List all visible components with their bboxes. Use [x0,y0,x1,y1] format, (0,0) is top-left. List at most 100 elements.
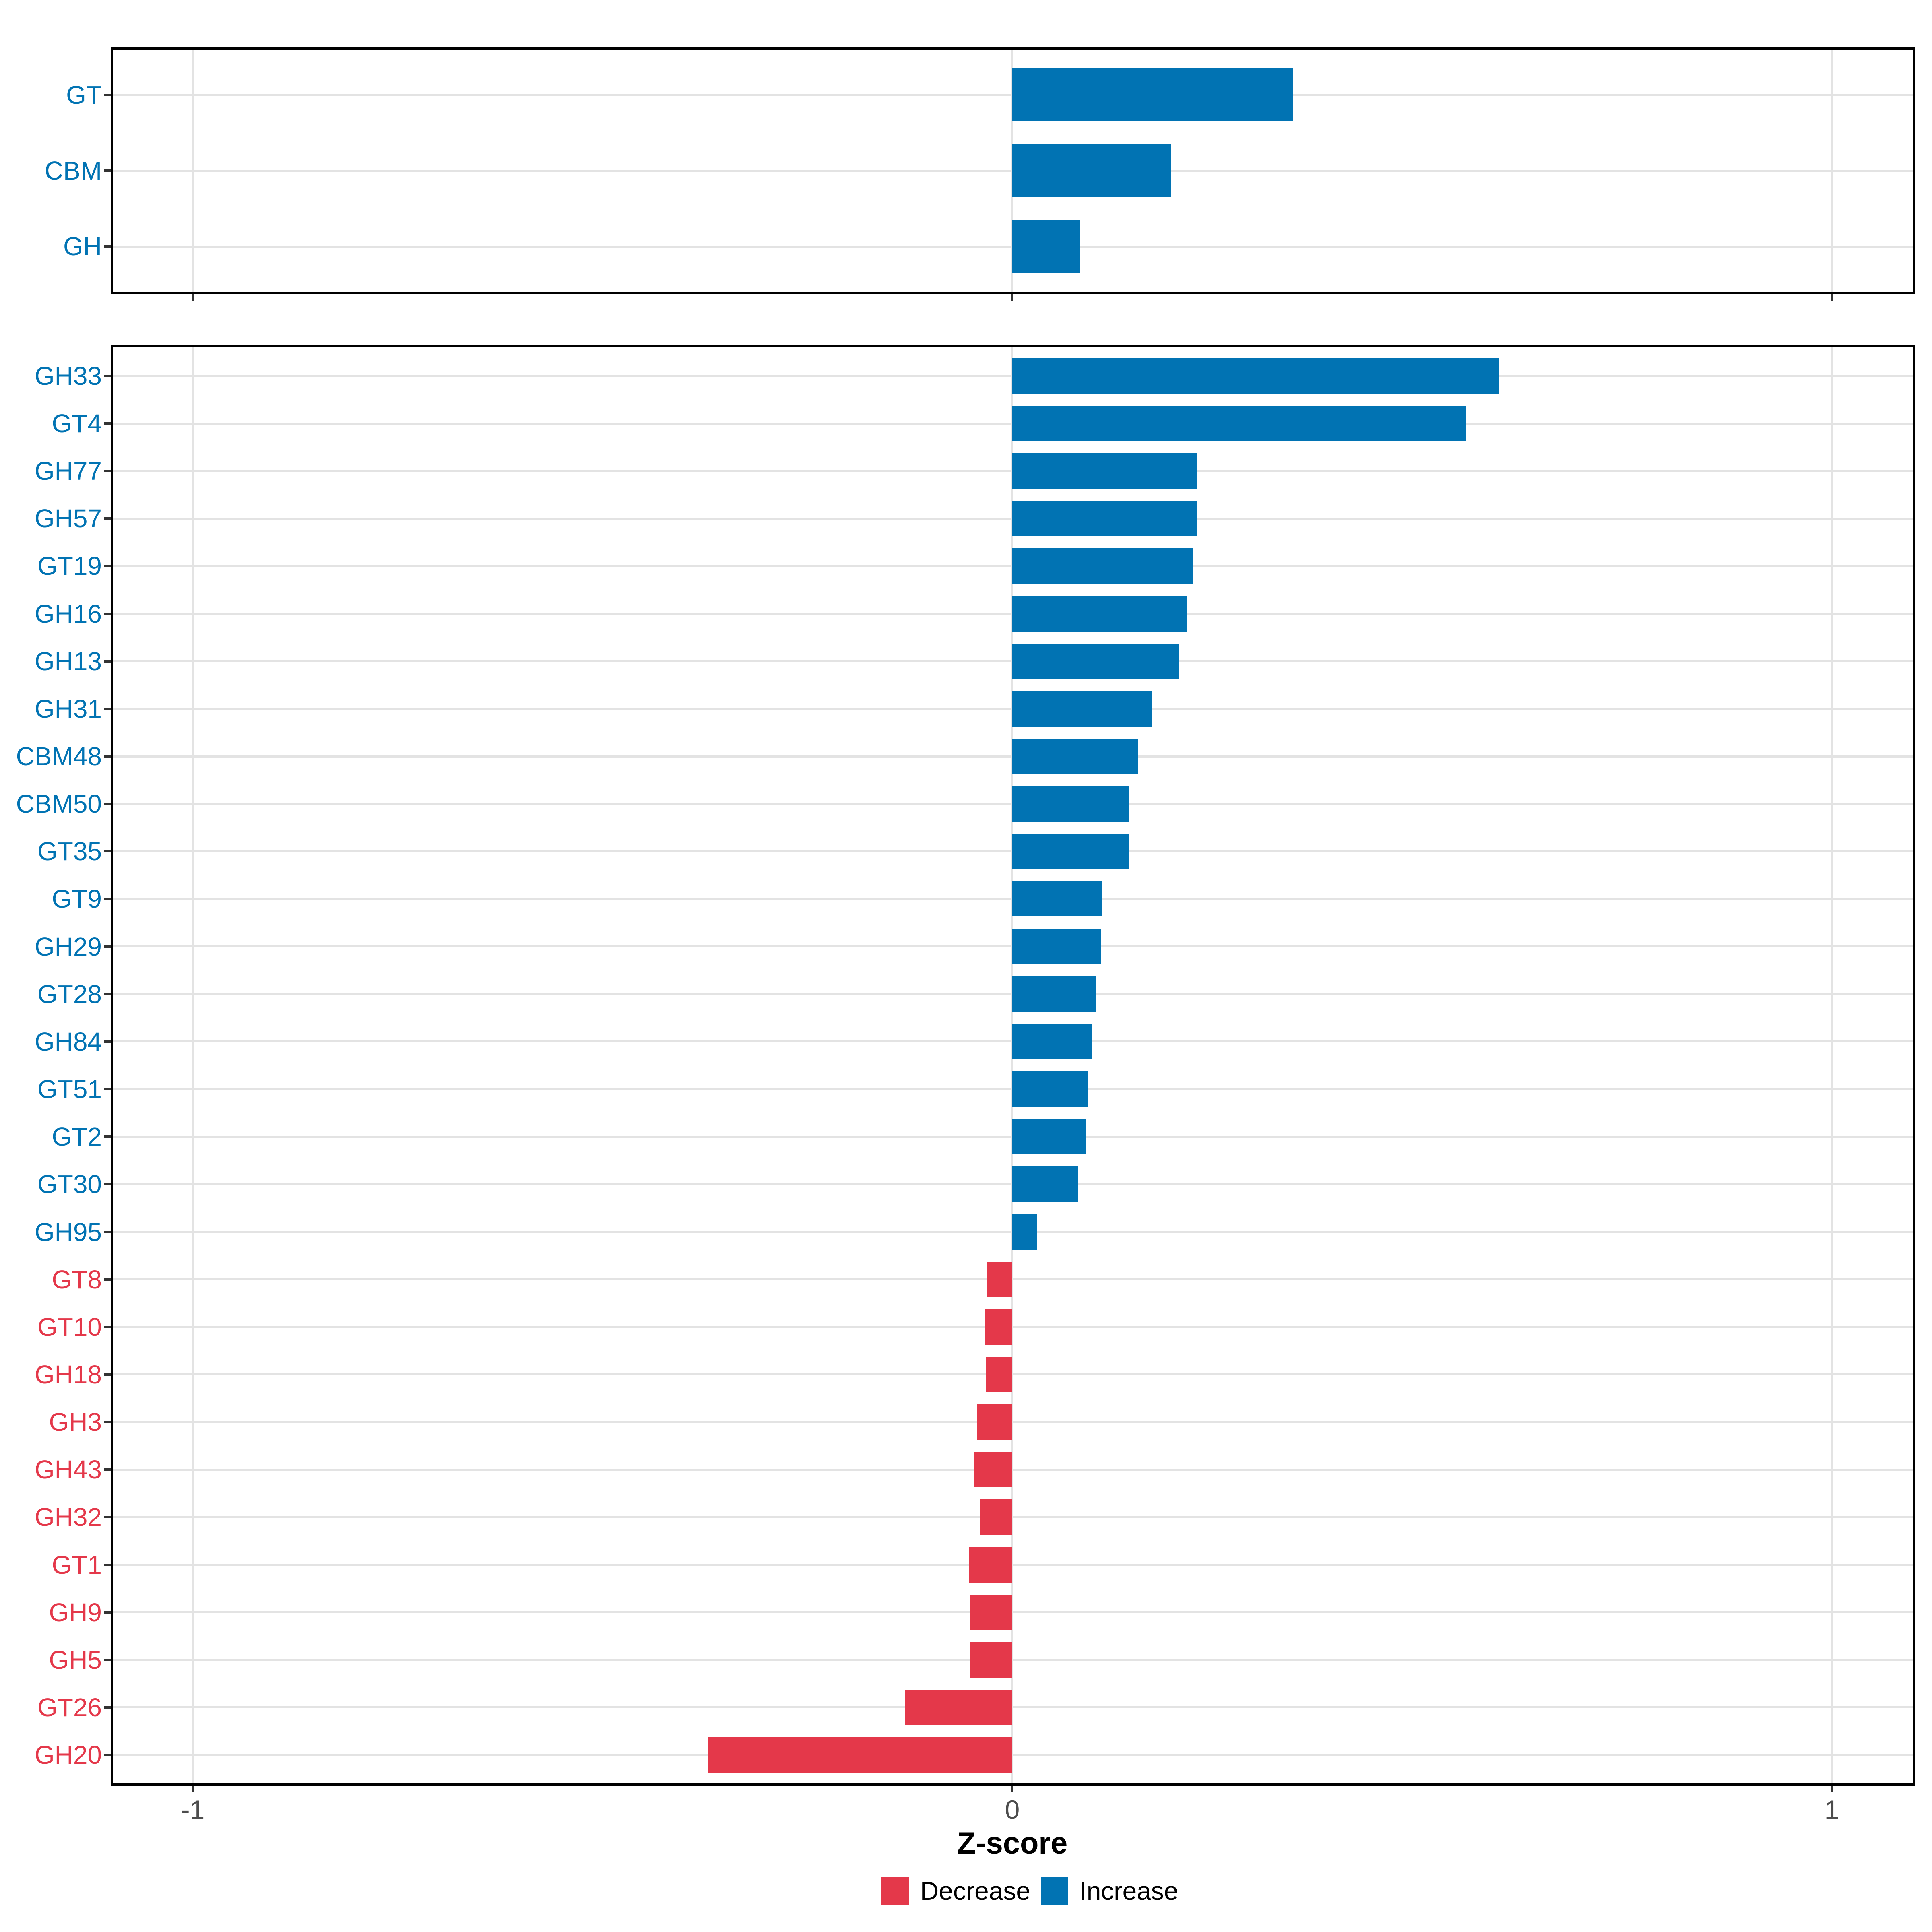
gridline-vertical [1831,347,1833,1783]
y-tick [104,470,113,473]
y-tick [104,1088,113,1091]
x-tick [1831,1783,1833,1792]
y-axis-label-gt26: GT26 [37,1693,102,1722]
y-tick [104,1278,113,1281]
y-axis-label-gh29: GH29 [34,932,102,961]
gridline-vertical [192,347,194,1783]
gridline-horizontal [113,1326,1913,1328]
y-tick [104,1468,113,1471]
bar-gt1 [969,1547,1012,1583]
legend-swatch-increase [1040,1877,1068,1905]
y-tick [104,1563,113,1566]
y-axis-label-gh20: GH20 [34,1740,102,1770]
gridline-horizontal [113,1468,1913,1471]
bar-cbm50 [1012,786,1130,822]
y-tick [104,1611,113,1614]
bar-gt4 [1012,406,1466,442]
y-tick [104,850,113,853]
y-axis-label-gh13: GH13 [34,646,102,676]
y-axis-label-gh18: GH18 [34,1360,102,1389]
y-tick [104,612,113,615]
y-tick [104,803,113,805]
bar-gt2 [1012,1119,1086,1155]
y-tick [104,660,113,663]
bar-gh5 [970,1642,1012,1678]
y-axis-label-gh9: GH9 [49,1598,102,1627]
y-axis-label-gh95: GH95 [34,1217,102,1247]
y-axis-label-gt30: GT30 [37,1170,102,1199]
legend-label-increase: Increase [1079,1876,1179,1905]
y-axis-label-gt1: GT1 [52,1550,102,1579]
bar-gh9 [970,1594,1012,1630]
bar-gh13 [1012,643,1180,679]
y-tick [104,93,113,96]
y-tick [104,1516,113,1519]
x-tick [1011,1783,1013,1792]
legend-item-decrease: Decrease [881,1877,1030,1905]
x-tick-label: 1 [1824,1795,1839,1825]
y-axis-label-gh5: GH5 [49,1645,102,1674]
bar-gh77 [1012,453,1198,489]
gridline-horizontal [113,1421,1913,1423]
y-axis-label-gh3: GH3 [49,1408,102,1437]
x-tick [192,1783,194,1792]
gridline-horizontal [113,1564,1913,1566]
bar-gt [1012,68,1294,122]
y-tick [104,1754,113,1757]
y-axis-label-gt9: GT9 [52,884,102,914]
y-axis-label-gt: GT [66,80,102,109]
y-axis-label-gt35: GT35 [37,837,102,866]
bar-gt26 [905,1689,1012,1725]
y-tick [104,1421,113,1424]
y-axis-label-gh43: GH43 [34,1455,102,1484]
y-tick [104,245,113,248]
y-axis-label-gh31: GH31 [34,694,102,723]
x-tick [1831,292,1833,301]
legend-swatch-decrease [881,1877,909,1905]
y-tick [104,1183,113,1186]
bar-gh84 [1012,1024,1092,1059]
bar-gh43 [974,1452,1012,1488]
bar-gh3 [977,1404,1012,1440]
y-tick [104,707,113,710]
y-axis-label-cbm48: CBM48 [16,742,102,771]
y-axis-label-gh16: GH16 [34,599,102,628]
legend-item-increase: Increase [1040,1876,1179,1905]
y-axis-label-gt4: GT4 [52,409,102,438]
y-axis-label-gt10: GT10 [37,1312,102,1342]
y-tick [104,169,113,172]
bar-gh31 [1012,691,1152,727]
y-tick [104,1325,113,1328]
y-axis-label-gt19: GT19 [37,551,102,581]
bar-gt30 [1012,1166,1078,1202]
y-tick [104,898,113,900]
y-tick [104,945,113,948]
bar-gt9 [1012,881,1102,917]
x-tick-label: 0 [1005,1795,1020,1825]
y-axis-label-gt2: GT2 [52,1122,102,1152]
x-tick [192,292,194,301]
bar-gt10 [985,1309,1012,1345]
bar-gt19 [1012,548,1193,584]
y-tick [104,1373,113,1376]
y-tick [104,993,113,995]
gridline-horizontal [113,1278,1913,1281]
gridline-horizontal [113,1706,1913,1709]
gridline-horizontal [113,1373,1913,1376]
x-axis-title: Z-score [957,1826,1068,1860]
bar-gh16 [1012,596,1187,632]
y-tick [104,422,113,425]
y-axis-label-gt51: GT51 [37,1075,102,1104]
y-axis-label-gh32: GH32 [34,1503,102,1532]
y-axis-label-cbm50: CBM50 [16,789,102,819]
bar-cbm [1012,144,1171,197]
y-tick [104,755,113,758]
bar-gh33 [1012,358,1499,394]
y-tick [104,1040,113,1043]
y-axis-label-gt8: GT8 [52,1265,102,1294]
y-axis-label-cbm: CBM [44,156,102,185]
gridline-horizontal [113,1516,1913,1518]
y-axis-label-gh77: GH77 [34,456,102,486]
y-tick [104,1230,113,1233]
